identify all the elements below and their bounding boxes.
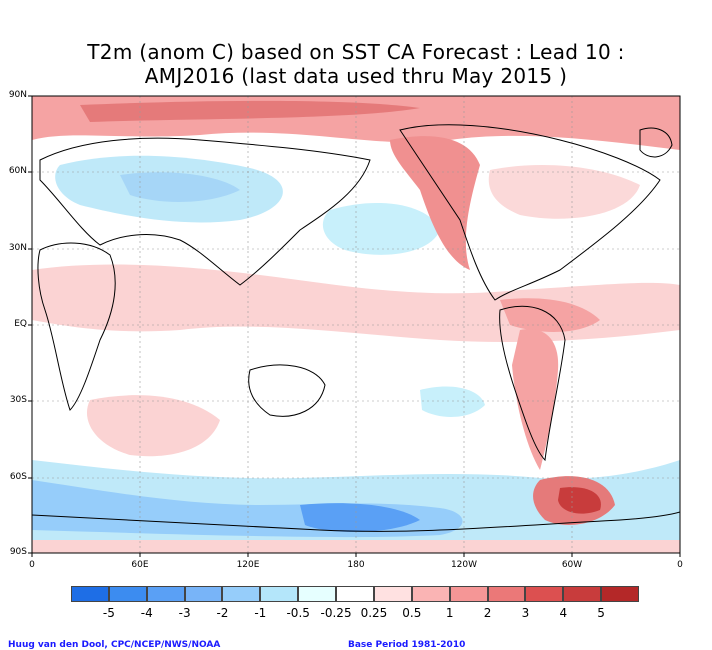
legend-tick-label: -2 (216, 606, 229, 620)
south-america-coast (499, 305, 566, 462)
legend-swatch (411, 586, 450, 602)
eurasia-coast (39, 137, 371, 286)
legend-swatch (487, 586, 526, 602)
lat-label-60n: 60N (8, 166, 27, 176)
legend-swatch (449, 586, 488, 602)
axis-ticks (28, 95, 681, 557)
lat-label-90s: 90S (9, 547, 27, 557)
australia-coast (248, 364, 326, 417)
legend-swatch (260, 586, 299, 602)
antarctic-warm-core (558, 487, 601, 514)
legend-tick-label: -4 (140, 606, 153, 620)
legend-swatch (601, 586, 639, 602)
legend-swatch (146, 586, 185, 602)
eurasia-cool-core (120, 172, 240, 202)
lon-label-120w: 120W (450, 560, 478, 570)
legend-tick-label: 0.5 (402, 606, 422, 620)
legend-swatch (71, 586, 109, 602)
antarctica-coast (32, 511, 680, 532)
anomaly-fields (32, 96, 680, 553)
na-east-mix (488, 165, 640, 219)
north-pacific-cool (322, 202, 440, 255)
legend-swatch (373, 586, 412, 602)
legend-tick-label: 5 (597, 606, 605, 620)
lon-label-180: 180 (347, 560, 365, 570)
credit-author: Huug van den Dool, CPC/NCEP/NWS/NOAA (8, 640, 221, 650)
legend-swatch (336, 586, 374, 602)
legend-tick-label: -0.25 (320, 606, 352, 620)
antarctic-cool-core (300, 503, 420, 532)
greenland-coast (639, 127, 673, 158)
lon-label-60e: 60E (131, 560, 149, 570)
legend-tick-label: 3 (521, 606, 530, 620)
map-title-line2: AMJ2016 (last data used thru May 2015 ) (144, 64, 568, 88)
credit-base-period: Base Period 1981-2010 (348, 640, 466, 650)
south-america-warm (512, 329, 559, 470)
wna-warm-region (390, 136, 480, 270)
legend-tick-label: 0.25 (360, 606, 388, 620)
legend-tick-label: -0.5 (286, 606, 310, 620)
legend-tick-label: 1 (445, 606, 454, 620)
coastlines (32, 124, 680, 532)
lon-label-120e: 120E (236, 560, 260, 570)
lat-label-60s: 60S (9, 472, 27, 482)
legend-tick-label: 2 (483, 606, 492, 620)
arctic-core-warm (80, 100, 420, 122)
lon-label-0-east: 0 (677, 560, 683, 570)
legend-tick-label: -1 (254, 606, 267, 620)
lat-label-30s: 30S (9, 395, 27, 405)
lon-label-0: 0 (29, 560, 35, 570)
lat-label-30n: 30N (8, 243, 27, 253)
legend-swatch (525, 586, 564, 602)
lat-label-eq: EQ (14, 319, 27, 329)
legend-swatch (222, 586, 261, 602)
legend-swatch (298, 586, 337, 602)
legend-swatch (184, 586, 223, 602)
lat-label-90n: 90N (8, 90, 27, 100)
legend-tick-label: -5 (102, 606, 115, 620)
grid-lines (32, 96, 680, 553)
legend-swatch (108, 586, 147, 602)
map-title-line1: T2m (anom C) based on SST CA Forecast : … (87, 40, 625, 64)
legend-tick-label: -3 (178, 606, 191, 620)
south-pacific-cool (420, 386, 485, 417)
africa-coast (37, 242, 116, 411)
legend-tick-label: 4 (559, 606, 568, 620)
lon-label-60w: 60W (561, 560, 583, 570)
legend-swatch (563, 586, 602, 602)
north-america-coast (399, 124, 661, 301)
south-indian-warm (86, 395, 220, 457)
